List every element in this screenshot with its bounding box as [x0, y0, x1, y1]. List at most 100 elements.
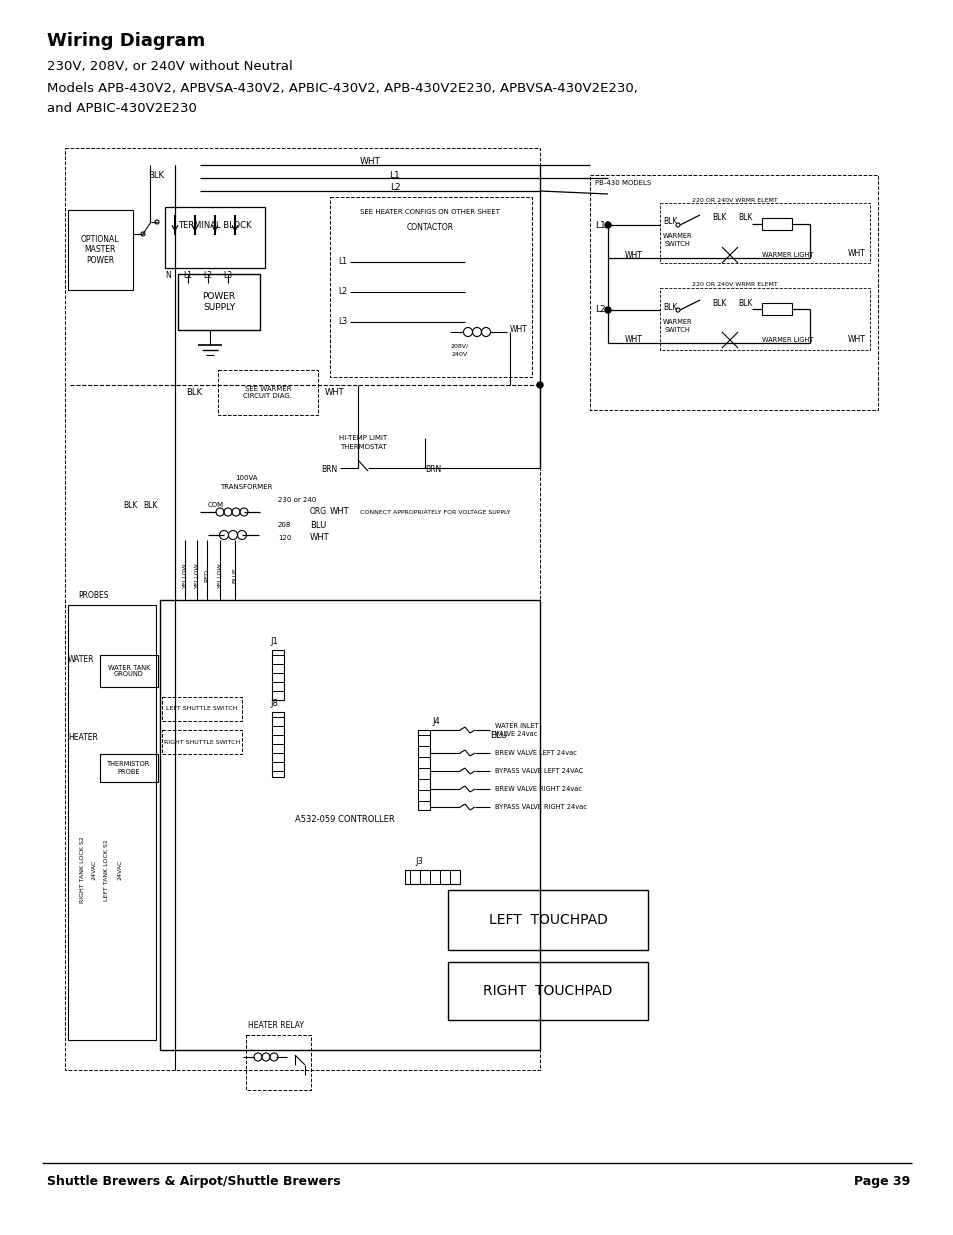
Text: RIGHT TANK LOCK S2: RIGHT TANK LOCK S2: [79, 836, 85, 903]
Text: THERMISTOR
PROBE: THERMISTOR PROBE: [107, 762, 151, 774]
Text: L1: L1: [389, 170, 400, 179]
Text: RED: RED: [204, 568, 210, 582]
Text: L3: L3: [223, 272, 233, 280]
Text: Wiring Diagram: Wiring Diagram: [47, 32, 205, 49]
Text: WHT: WHT: [310, 534, 330, 542]
Bar: [68, 605, 156, 1040]
Text: YELLOW: YELLOW: [182, 562, 188, 588]
Text: WHT: WHT: [330, 508, 349, 516]
Text: TERMINAL BLOCK: TERMINAL BLOCK: [178, 221, 252, 230]
Bar: [65, 148, 539, 1070]
Text: COM: COM: [208, 501, 224, 508]
Bar: [162, 730, 242, 755]
Text: J1: J1: [270, 637, 277, 646]
Text: BLK: BLK: [738, 299, 752, 308]
Text: 220 OR 240V WRMR ELEMT: 220 OR 240V WRMR ELEMT: [691, 283, 777, 288]
Text: L1: L1: [183, 272, 193, 280]
Bar: [165, 207, 265, 268]
Text: WATER TANK
GROUND: WATER TANK GROUND: [108, 664, 150, 678]
Bar: [417, 730, 430, 810]
Text: L1: L1: [595, 221, 605, 230]
Text: HEATER: HEATER: [68, 732, 98, 741]
Text: BLK: BLK: [711, 299, 725, 308]
Text: 230V, 208V, or 240V without Neutral: 230V, 208V, or 240V without Neutral: [47, 61, 293, 73]
Text: BLK: BLK: [711, 214, 725, 222]
Text: L2: L2: [203, 272, 213, 280]
Text: WHT: WHT: [847, 335, 865, 343]
Bar: [659, 203, 869, 263]
Text: J3: J3: [415, 857, 422, 867]
Text: PROBES: PROBES: [78, 590, 109, 599]
Text: L2: L2: [595, 305, 605, 315]
Bar: [448, 890, 647, 950]
Text: WARMER LIGHT: WARMER LIGHT: [761, 337, 813, 343]
Text: BREW VALVE LEFT 24vac: BREW VALVE LEFT 24vac: [495, 750, 577, 756]
Text: BRN: BRN: [321, 466, 337, 474]
Text: HEATER RELAY: HEATER RELAY: [248, 1020, 304, 1030]
Text: L2: L2: [389, 184, 400, 193]
Text: J4: J4: [432, 718, 439, 726]
Text: 208: 208: [277, 522, 291, 529]
Text: L3: L3: [337, 317, 347, 326]
Text: 230 or 240: 230 or 240: [277, 496, 315, 503]
Circle shape: [604, 308, 610, 312]
Text: A532-059 CONTROLLER: A532-059 CONTROLLER: [294, 815, 395, 825]
Text: BLK: BLK: [662, 217, 677, 226]
Text: 240V: 240V: [452, 352, 468, 357]
Text: WHT: WHT: [359, 157, 380, 165]
Bar: [405, 869, 459, 884]
Text: L2: L2: [337, 288, 347, 296]
Text: BLK: BLK: [124, 500, 138, 510]
Text: POWER
SUPPLY: POWER SUPPLY: [202, 293, 235, 311]
Text: BLK: BLK: [738, 214, 752, 222]
Text: OPTIONAL
MASTER
POWER: OPTIONAL MASTER POWER: [81, 235, 119, 264]
Text: BLU: BLU: [310, 520, 326, 530]
Text: YELLOW: YELLOW: [217, 562, 222, 588]
Text: WARMER
SWITCH: WARMER SWITCH: [662, 320, 692, 332]
Text: RIGHT  TOUCHPAD: RIGHT TOUCHPAD: [483, 984, 612, 998]
Text: WARMER
SWITCH: WARMER SWITCH: [662, 233, 692, 247]
Text: BLU: BLU: [490, 730, 507, 740]
Circle shape: [604, 222, 610, 228]
Circle shape: [537, 382, 542, 388]
Text: WATER INLET
VALVE 24vac: WATER INLET VALVE 24vac: [495, 724, 538, 736]
Text: Shuttle Brewers & Airpot/Shuttle Brewers: Shuttle Brewers & Airpot/Shuttle Brewers: [47, 1174, 340, 1188]
Text: and APBIC-430V2E230: and APBIC-430V2E230: [47, 103, 196, 115]
Bar: [246, 1035, 311, 1091]
Bar: [659, 288, 869, 350]
Text: J8: J8: [270, 699, 277, 709]
Text: BRN: BRN: [424, 466, 441, 474]
Text: CONTACTOR: CONTACTOR: [406, 222, 453, 231]
Bar: [589, 175, 877, 410]
Text: BYPASS VALVE LEFT 24VAC: BYPASS VALVE LEFT 24VAC: [495, 768, 582, 774]
Text: WARMER LIGHT: WARMER LIGHT: [761, 252, 813, 258]
Bar: [162, 697, 242, 721]
Bar: [448, 962, 647, 1020]
Text: BYPASS VALVE RIGHT 24vac: BYPASS VALVE RIGHT 24vac: [495, 804, 586, 810]
Text: CONNECT APPROPRIATELY FOR VOLTAGE SUPPLY: CONNECT APPROPRIATELY FOR VOLTAGE SUPPLY: [359, 510, 510, 515]
Bar: [178, 274, 260, 330]
Text: 220 OR 240V WRMR ELEMT: 220 OR 240V WRMR ELEMT: [691, 198, 777, 203]
Bar: [761, 219, 791, 230]
Text: BLUE: BLUE: [233, 567, 237, 583]
Text: 208V/: 208V/: [451, 343, 469, 348]
Text: WATER: WATER: [68, 656, 94, 664]
Bar: [160, 600, 539, 1050]
Bar: [68, 210, 132, 290]
Text: LEFT SHUTTLE SWITCH: LEFT SHUTTLE SWITCH: [166, 706, 237, 711]
Text: HI-TEMP LIMIT: HI-TEMP LIMIT: [338, 435, 387, 441]
Text: Models APB-430V2, APBVSA-430V2, APBIC-430V2, APB-430V2E230, APBVSA-430V2E230,: Models APB-430V2, APBVSA-430V2, APBIC-43…: [47, 82, 638, 95]
Text: BLK: BLK: [144, 500, 158, 510]
Text: TRANSFORMER: TRANSFORMER: [219, 484, 272, 490]
Text: ORG: ORG: [310, 508, 327, 516]
Text: N: N: [165, 272, 171, 280]
Text: 120: 120: [277, 535, 291, 541]
Text: WHT: WHT: [325, 388, 344, 396]
Bar: [761, 303, 791, 315]
Text: WHT: WHT: [624, 251, 642, 259]
Text: BLK: BLK: [148, 172, 164, 180]
Text: BLK: BLK: [662, 303, 677, 311]
Text: Page 39: Page 39: [853, 1174, 909, 1188]
Bar: [272, 650, 284, 700]
Text: LEFT  TOUCHPAD: LEFT TOUCHPAD: [488, 913, 607, 927]
